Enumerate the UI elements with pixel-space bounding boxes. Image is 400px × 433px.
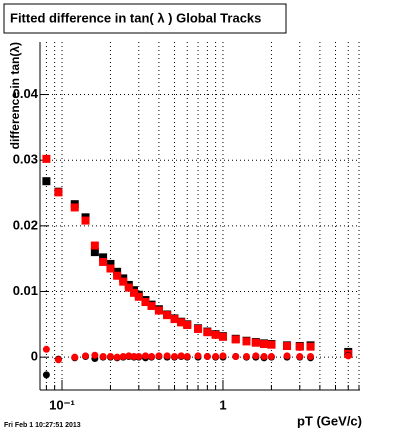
marker xyxy=(99,257,108,266)
marker xyxy=(242,337,251,346)
marker xyxy=(42,177,51,186)
marker xyxy=(344,352,352,360)
marker xyxy=(99,353,107,361)
marker xyxy=(54,188,63,197)
marker xyxy=(194,324,203,333)
footer: Fri Feb 1 10:27:51 2013 xyxy=(4,422,81,429)
marker xyxy=(306,342,315,351)
y-tick-label: 0.04 xyxy=(13,86,39,101)
marker xyxy=(296,353,304,361)
marker xyxy=(295,342,304,351)
marker xyxy=(242,353,250,361)
marker xyxy=(106,353,114,361)
marker xyxy=(252,352,260,360)
marker xyxy=(113,271,122,280)
marker xyxy=(267,353,275,361)
marker xyxy=(163,352,171,360)
y-tick-label: 0 xyxy=(31,349,38,364)
marker xyxy=(90,241,99,250)
marker xyxy=(251,338,260,347)
chart-title: Fitted difference in tan( λ ) Global Tra… xyxy=(10,10,261,25)
marker xyxy=(70,203,79,212)
marker xyxy=(91,351,99,359)
marker xyxy=(219,352,227,360)
marker xyxy=(218,332,227,341)
marker xyxy=(177,352,185,360)
marker xyxy=(130,353,138,361)
marker xyxy=(42,154,51,163)
marker xyxy=(148,353,156,361)
marker xyxy=(154,306,163,315)
marker xyxy=(147,301,156,310)
x-axis-label: pT (GeV/c) xyxy=(297,413,362,428)
marker xyxy=(135,353,143,361)
y-tick-label: 0.03 xyxy=(13,152,38,167)
marker xyxy=(212,353,220,361)
y-axis-label: difference in tan(λ) xyxy=(8,42,22,149)
marker xyxy=(194,352,202,360)
marker xyxy=(260,340,269,349)
marker xyxy=(71,353,79,361)
marker xyxy=(183,353,191,361)
marker xyxy=(183,320,192,329)
marker xyxy=(129,288,138,297)
marker xyxy=(134,292,143,301)
marker xyxy=(119,277,128,286)
x-tick-label: 10⁻¹ xyxy=(49,397,75,412)
marker xyxy=(170,315,179,324)
title-box xyxy=(3,3,287,34)
marker xyxy=(106,264,115,273)
marker xyxy=(42,345,50,353)
marker xyxy=(99,253,108,262)
marker xyxy=(90,248,99,257)
marker xyxy=(260,353,268,361)
marker xyxy=(124,283,133,292)
y-tick-label: 0.01 xyxy=(13,283,38,298)
marker xyxy=(307,353,315,361)
marker xyxy=(141,298,150,307)
marker xyxy=(177,318,186,327)
y-tick-label: 0.02 xyxy=(13,217,38,232)
marker xyxy=(203,328,212,337)
marker xyxy=(283,342,292,351)
marker xyxy=(155,352,163,360)
marker xyxy=(203,353,211,361)
marker xyxy=(231,335,240,344)
marker xyxy=(81,216,90,225)
marker xyxy=(232,353,240,361)
marker xyxy=(163,311,172,320)
marker xyxy=(283,352,291,360)
marker xyxy=(211,330,220,339)
marker xyxy=(42,371,50,379)
marker xyxy=(171,353,179,361)
marker xyxy=(141,352,149,360)
marker xyxy=(82,352,90,360)
marker xyxy=(267,340,276,349)
marker xyxy=(113,353,121,361)
x-tick-label: 1 xyxy=(219,397,226,412)
marker xyxy=(125,352,133,360)
marker xyxy=(119,353,127,361)
marker xyxy=(54,356,62,364)
marker xyxy=(106,259,115,268)
